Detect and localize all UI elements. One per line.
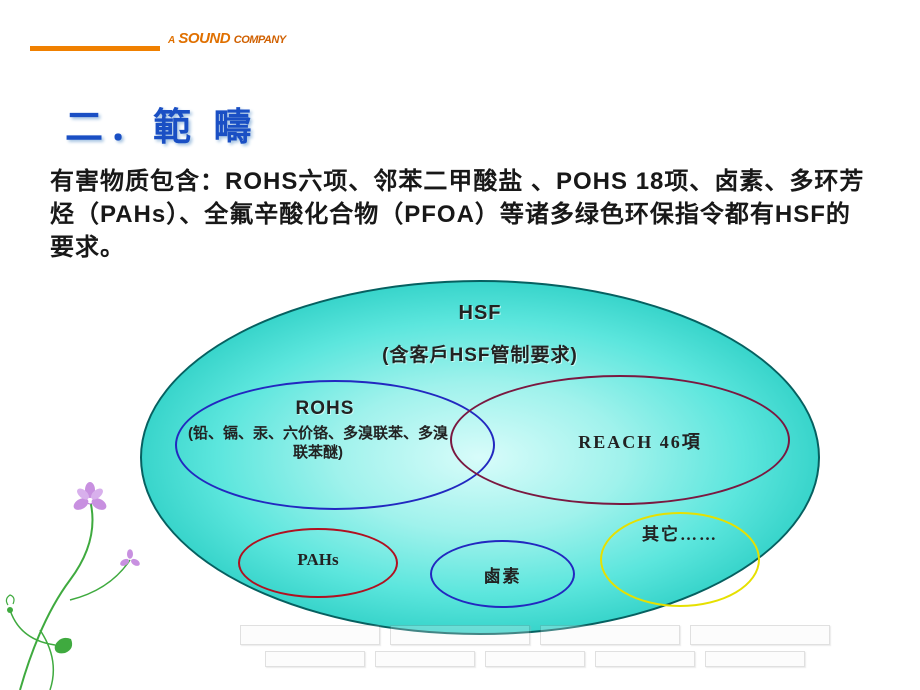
faded-box bbox=[265, 651, 365, 667]
rohs-sublabel: (铅、镉、汞、六价铬、多溴联苯、多溴联苯醚) bbox=[188, 425, 448, 463]
faded-box bbox=[390, 625, 530, 645]
logo-company: COMPANY bbox=[234, 34, 286, 46]
page-heading: 二．範 疇 bbox=[65, 96, 258, 151]
faded-box bbox=[375, 651, 475, 667]
faded-box bbox=[485, 651, 585, 667]
reach-label: REACH 46項 bbox=[515, 428, 765, 454]
halogen-label: 鹵素 bbox=[430, 562, 575, 587]
logo-sound: SOUND bbox=[175, 30, 234, 47]
faded-box bbox=[595, 651, 695, 667]
faded-box bbox=[240, 625, 380, 645]
hsf-title: HSF bbox=[120, 302, 840, 325]
intro-paragraph: 有害物质包含：ROHS六项、邻苯二甲酸盐 、POHS 18项、卤素、多环芳烃（P… bbox=[50, 165, 870, 264]
pahs-label: PAHs bbox=[238, 550, 398, 570]
other-label: 其它…… bbox=[600, 525, 760, 545]
faded-box bbox=[540, 625, 680, 645]
faded-box bbox=[690, 625, 830, 645]
bottom-faded-boxes bbox=[210, 625, 860, 690]
top-rule bbox=[30, 46, 160, 51]
faded-box bbox=[705, 651, 805, 667]
venn-diagram: HSF (含客戶HSF管制要求) ROHS (铅、镉、汞、六价铬、多溴联苯、多溴… bbox=[120, 280, 840, 650]
logo-a: A bbox=[168, 35, 175, 46]
rohs-label: ROHS bbox=[195, 398, 455, 420]
logo: A SOUND COMPANY bbox=[168, 30, 286, 47]
hsf-subtitle: (含客戶HSF管制要求) bbox=[120, 340, 840, 367]
